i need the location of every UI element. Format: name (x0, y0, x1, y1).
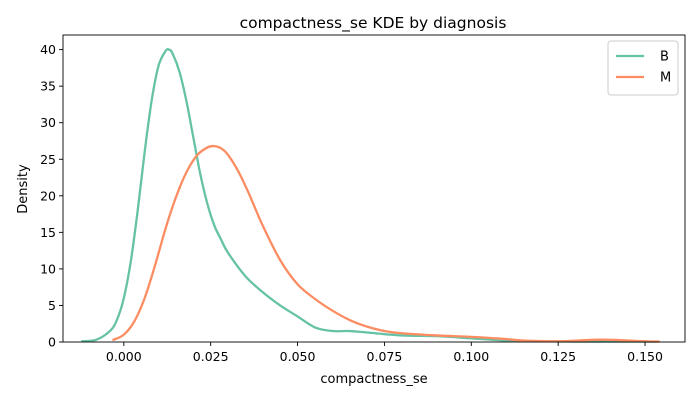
y-tick-label: 5 (48, 298, 56, 313)
legend-label-M: M (660, 71, 671, 86)
x-axis: 0.000 0.025 0.050 0.075 0.100 0.125 0.150 (106, 342, 663, 364)
series-line-B (80, 48, 657, 343)
y-tick-label: 25 (40, 152, 56, 167)
y-tick-label: 40 (40, 42, 56, 57)
y-axis-label: Density (16, 164, 31, 214)
series-line-M (112, 144, 661, 343)
y-tick-label: 30 (40, 115, 56, 130)
x-axis-label: compactness_se (320, 372, 427, 387)
x-tick-label: 0.100 (453, 349, 489, 364)
x-tick-label: 0.000 (106, 349, 142, 364)
y-tick-label: 10 (40, 261, 56, 276)
x-tick-label: 0.025 (193, 349, 229, 364)
x-tick-label: 0.150 (627, 349, 663, 364)
y-tick-label: 15 (40, 225, 56, 240)
y-tick-label: 20 (40, 188, 56, 203)
y-tick-label: 35 (40, 79, 56, 94)
y-tick-label: 0 (48, 335, 56, 350)
y-axis: 0 5 10 15 20 25 30 35 40 (40, 42, 63, 350)
legend: BM (607, 40, 679, 96)
x-tick-label: 0.050 (280, 349, 316, 364)
legend-label-B: B (660, 50, 669, 65)
x-tick-label: 0.125 (540, 349, 576, 364)
plot-frame (62, 34, 686, 343)
chart-title: compactness_se KDE by diagnosis (240, 14, 507, 33)
legend-box (607, 40, 679, 96)
x-tick-label: 0.075 (367, 349, 403, 364)
plot-area (80, 48, 661, 343)
